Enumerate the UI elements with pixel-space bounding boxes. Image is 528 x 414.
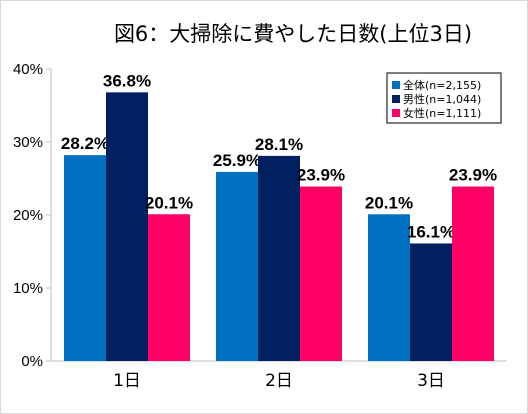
- y-tick-label: 10%: [13, 280, 43, 297]
- legend-swatch-1: [392, 81, 400, 89]
- bar-2-2: [258, 155, 300, 361]
- bar-2-1: [106, 92, 148, 362]
- legend-label-3: 女性(n=1,111): [403, 106, 481, 120]
- legend-label-1: 全体(n=2,155): [403, 78, 481, 92]
- data-label: 28.2%: [61, 134, 109, 153]
- bar-3-2: [300, 186, 342, 361]
- y-tick-label: 20%: [13, 207, 43, 224]
- y-tick-label: 30%: [13, 134, 43, 151]
- bar-1-2: [216, 171, 258, 361]
- bar-1-1: [64, 155, 106, 361]
- chart-title: 図6：大掃除に費やした日数(上位3日): [114, 22, 472, 46]
- legend-box: [386, 72, 502, 124]
- bar-3-3: [452, 186, 494, 361]
- data-label: 28.1%: [255, 135, 303, 154]
- y-tick-label: 0%: [21, 353, 43, 370]
- x-tick-label: 2日: [265, 371, 293, 391]
- legend: 全体(n=2,155)男性(n=1,044)女性(n=1,111): [386, 72, 502, 124]
- data-label: 36.8%: [103, 71, 151, 90]
- legend-swatch-3: [392, 109, 400, 117]
- bar-3-1: [148, 214, 190, 361]
- plot-area: 0% 10% 20% 30% 40% 28.2% 36.8% 20.1% 1日 25.9%28.1…: [13, 61, 507, 391]
- y-tick-label: 40%: [13, 61, 43, 78]
- x-tick-label: 1日: [113, 371, 141, 391]
- data-label: 23.9%: [449, 166, 497, 185]
- data-label: 16.1%: [407, 222, 455, 241]
- data-label: 25.9%: [213, 151, 261, 170]
- x-tick-label: 3日: [417, 371, 445, 391]
- data-label: 23.9%: [297, 166, 345, 185]
- legend-label-2: 男性(n=1,044): [403, 92, 481, 106]
- legend-swatch-2: [392, 95, 400, 103]
- bar-2-3: [410, 243, 452, 361]
- bar-1-3: [368, 214, 410, 361]
- data-label: 20.1%: [145, 193, 193, 212]
- data-label: 20.1%: [365, 193, 413, 212]
